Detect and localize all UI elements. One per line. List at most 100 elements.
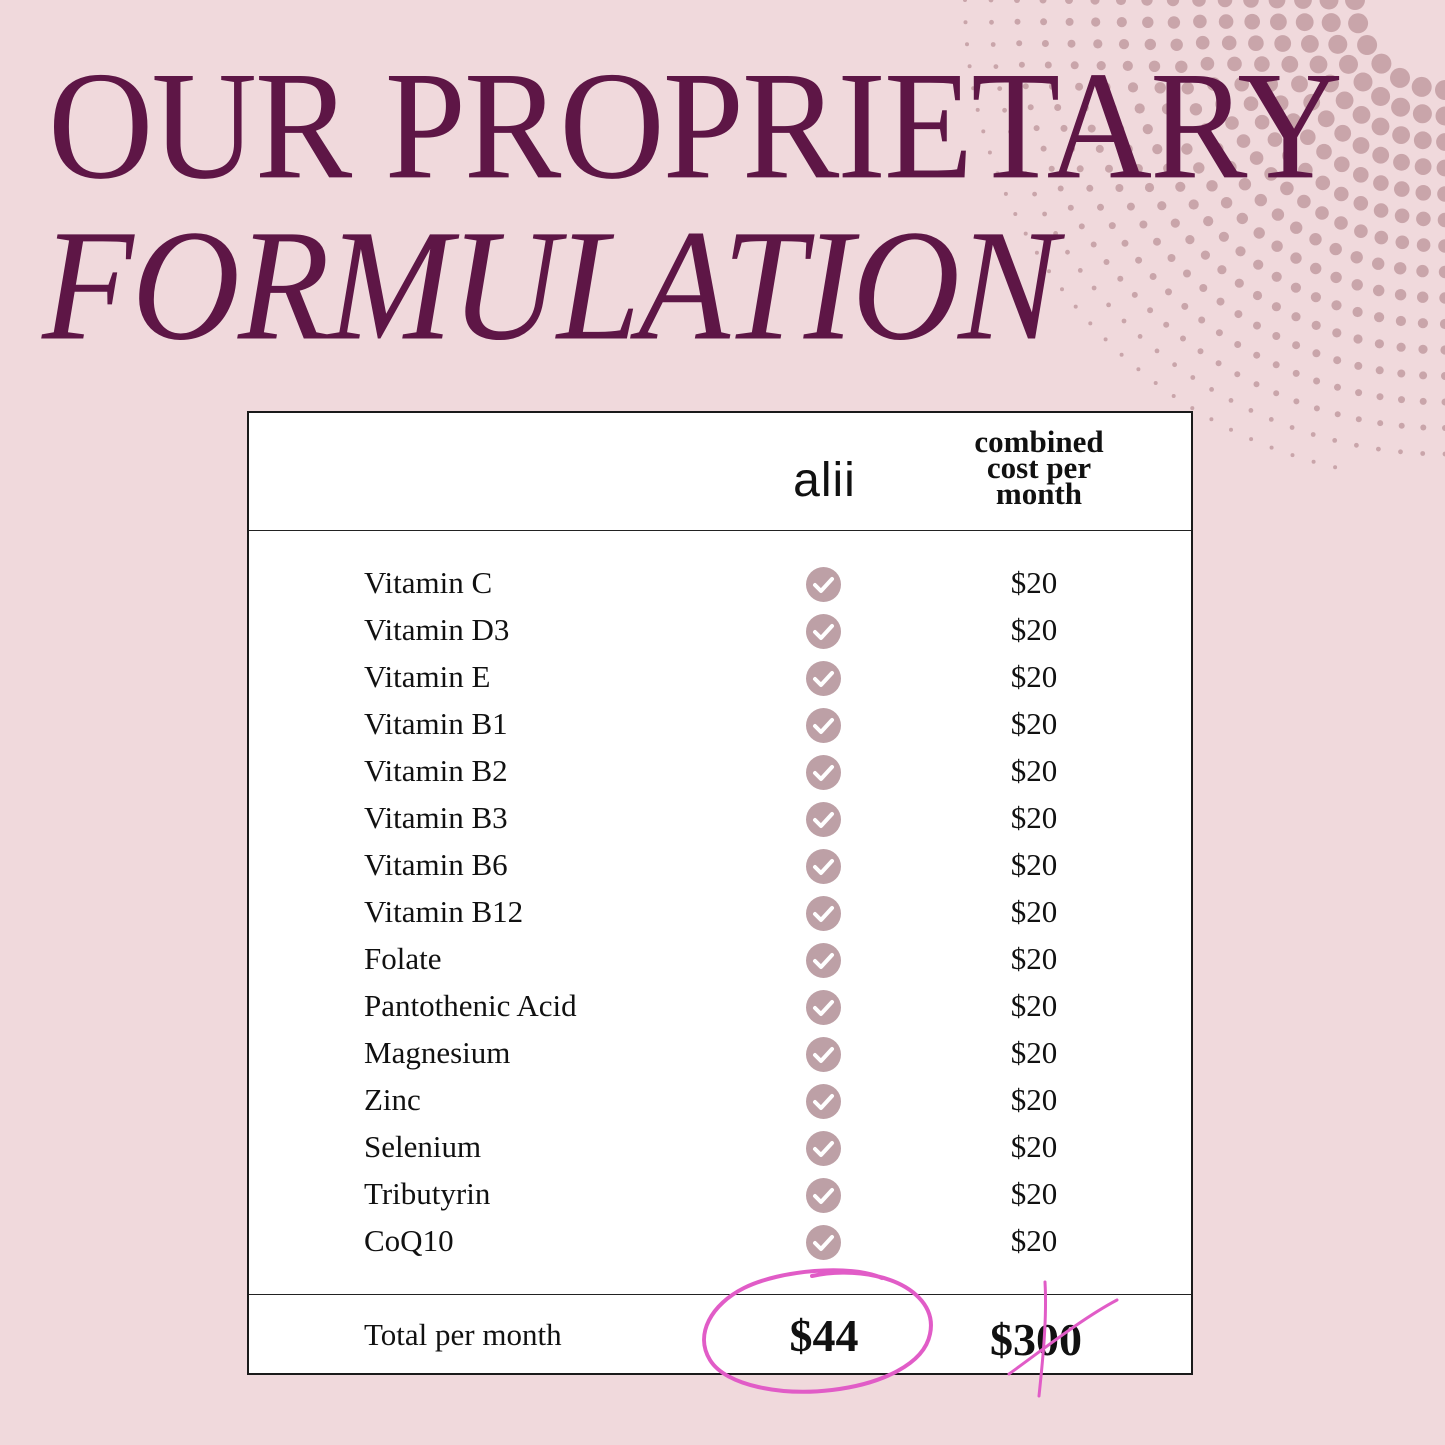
halftone-dot (1289, 425, 1295, 430)
check-circle-icon (806, 708, 841, 743)
halftone-dot (1354, 442, 1359, 448)
halftone-dot (1391, 97, 1411, 117)
halftone-dot (1065, 17, 1074, 26)
combined-price: $20 (1010, 753, 1058, 788)
halftone-dot (1115, 0, 1127, 6)
halftone-dot (1436, 133, 1445, 151)
check-circle-icon (806, 849, 841, 884)
halftone-dot (1218, 14, 1234, 29)
halftone-dot (1374, 312, 1385, 323)
table-row: Zinc $20 (249, 1078, 1191, 1125)
halftone-dot (1321, 13, 1341, 33)
combined-price: $20 (1010, 706, 1058, 741)
halftone-dot (1065, 0, 1073, 4)
halftone-dot (1292, 369, 1300, 377)
halftone-dot (1375, 366, 1384, 375)
halftone-dot (1372, 257, 1385, 270)
halftone-dot (1371, 87, 1391, 106)
halftone-dot (1398, 396, 1405, 404)
combined-header-line-1: combined (974, 424, 1104, 459)
halftone-dot (1166, 0, 1180, 7)
halftone-dot (988, 0, 994, 3)
combined-price: $20 (1010, 847, 1058, 882)
heading-line-1: OUR PROPRIETARY (48, 39, 1343, 212)
halftone-dot (1234, 371, 1241, 378)
halftone-dot (1354, 224, 1368, 238)
halftone-dot (1141, 0, 1153, 6)
halftone-dot (1333, 465, 1338, 470)
ingredient-name: Vitamin B2 (364, 753, 508, 788)
halftone-dot (1352, 306, 1363, 318)
halftone-dot (1136, 367, 1141, 372)
table-row: Vitamin B12 $20 (249, 890, 1191, 937)
halftone-dot (1353, 196, 1369, 211)
halftone-dot (1352, 137, 1370, 154)
halftone-dot (963, 0, 967, 2)
check-circle-icon (806, 1131, 841, 1166)
combined-price: $20 (1010, 988, 1058, 1023)
halftone-dot (1269, 445, 1274, 450)
check-circle-icon (806, 661, 841, 696)
halftone-dot (1419, 371, 1428, 380)
combined-total-price: $300 (990, 1314, 1082, 1365)
halftone-dot (1394, 208, 1410, 224)
combined-header-line-2: cost per (986, 450, 1092, 485)
halftone-dot (1249, 437, 1254, 442)
halftone-dot (1413, 131, 1432, 150)
halftone-dot (1167, 16, 1181, 29)
table-row: Selenium $20 (249, 1125, 1191, 1172)
halftone-dot (1435, 80, 1445, 100)
halftone-dot (1376, 393, 1384, 401)
ingredient-name: Folate (364, 941, 442, 976)
halftone-dot (1394, 289, 1407, 301)
halftone-dot (1268, 0, 1286, 9)
check-circle-icon (806, 896, 841, 931)
halftone-dot (1392, 126, 1410, 144)
halftone-dot (1352, 106, 1371, 124)
halftone-dot (1334, 411, 1341, 418)
heading-line-2: FORMULATION (42, 197, 1058, 374)
halftone-dot (1351, 279, 1363, 291)
halftone-dot (1416, 211, 1431, 227)
halftone-dot (1345, 0, 1365, 10)
check-circle-icon (806, 1084, 841, 1119)
halftone-dot (1229, 427, 1233, 432)
halftone-dot (1209, 387, 1214, 392)
total-label: Total per month (364, 1317, 562, 1352)
ingredient-name: Vitamin D3 (364, 612, 510, 647)
halftone-dot (1398, 449, 1403, 455)
halftone-dot (1311, 459, 1316, 464)
table-row: Folate $20 (249, 937, 1191, 984)
ingredient-name: CoQ10 (364, 1223, 454, 1258)
ingredient-name: Vitamin E (364, 659, 491, 694)
halftone-dot (1411, 76, 1432, 97)
combined-price: $20 (1010, 1129, 1058, 1164)
halftone-dot (1295, 13, 1314, 32)
ingredient-name: Magnesium (364, 1035, 511, 1070)
halftone-dot (1414, 158, 1432, 176)
check-circle-icon (806, 614, 841, 649)
ingredient-name: Selenium (364, 1129, 482, 1164)
halftone-dot (1290, 453, 1295, 458)
halftone-dot (1394, 262, 1407, 275)
halftone-dot (1293, 398, 1300, 405)
halftone-dot (1339, 54, 1358, 74)
combined-price: $20 (1010, 1035, 1058, 1070)
table-row: Vitamin B3 $20 (249, 796, 1191, 843)
check-circle-icon (806, 802, 841, 837)
combined-header-line-3: month (995, 476, 1083, 511)
halftone-dot (1420, 424, 1427, 431)
halftone-dot (1228, 398, 1234, 403)
halftone-dot (1441, 372, 1445, 380)
ingredient-name: Vitamin B3 (364, 800, 508, 835)
table-row: Vitamin D3 $20 (249, 608, 1191, 655)
halftone-dot (1373, 175, 1389, 191)
table-row: Vitamin B2 $20 (249, 749, 1191, 796)
halftone-dot (1376, 446, 1381, 452)
halftone-dot (1091, 17, 1101, 27)
table-row: CoQ10 $20 (249, 1219, 1191, 1266)
combined-price: $20 (1010, 941, 1058, 976)
halftone-dot (1116, 17, 1127, 28)
table-row: Pantothenic Acid $20 (249, 984, 1191, 1031)
halftone-dot (1439, 318, 1445, 330)
